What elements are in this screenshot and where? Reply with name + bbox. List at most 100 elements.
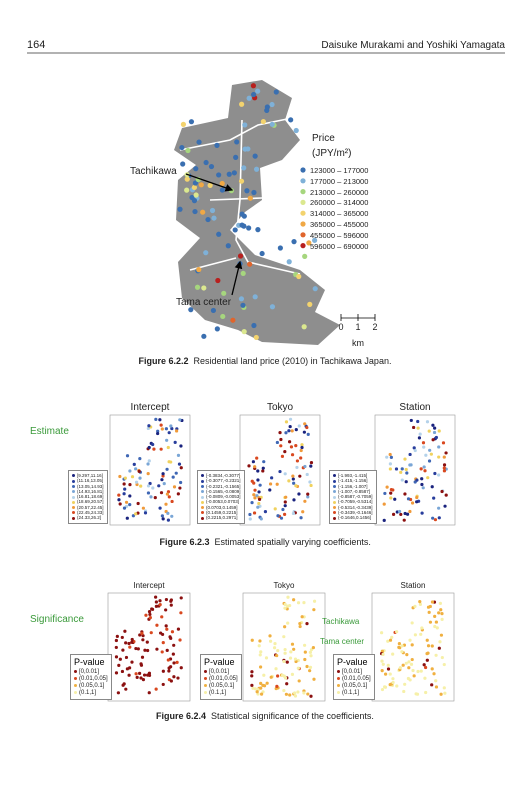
point [418, 432, 422, 436]
point [406, 676, 411, 681]
point [388, 683, 392, 687]
legend-label: (-0.0809,-0.0053] [206, 494, 241, 500]
legend: [9.297,11.16] (11.16,13.05] (13.05,14.93](… [68, 470, 108, 524]
point [305, 425, 309, 430]
point [127, 673, 131, 677]
point [418, 602, 423, 606]
point [168, 635, 172, 639]
point [422, 465, 426, 469]
point [253, 166, 260, 172]
point [278, 469, 282, 474]
point [164, 502, 168, 506]
point [443, 504, 447, 508]
point [215, 277, 221, 284]
point [259, 250, 265, 257]
point [420, 482, 424, 487]
row-label: Estimate [30, 426, 69, 437]
point [171, 652, 175, 656]
point [306, 492, 310, 496]
point [389, 491, 393, 495]
point [153, 496, 157, 500]
legend-item: (-0.0809,-0.0053] [201, 494, 241, 499]
legend-label: (22.45,24.33] [77, 510, 104, 516]
point [124, 655, 129, 660]
legend-label: (-0.0053,0.0703] [206, 499, 240, 505]
point [280, 673, 285, 677]
point [216, 172, 222, 178]
point [134, 467, 138, 471]
point [437, 455, 441, 459]
point [428, 448, 432, 452]
point [288, 424, 292, 429]
point [415, 500, 419, 504]
legend-label: [0,0.01] [79, 669, 100, 675]
point [172, 485, 177, 489]
point [230, 317, 236, 323]
point [434, 435, 438, 440]
point [159, 631, 163, 635]
point [297, 679, 301, 683]
legend-item: [-0.3834,-0.3077] [201, 473, 241, 478]
point [117, 493, 121, 497]
point [161, 682, 165, 687]
point [291, 477, 295, 481]
point [305, 664, 309, 669]
point [178, 486, 182, 490]
point [292, 481, 296, 485]
point [381, 662, 385, 666]
point [262, 673, 266, 677]
point [242, 146, 248, 152]
point [211, 215, 217, 221]
point [439, 692, 443, 696]
point [138, 456, 142, 461]
point [431, 423, 435, 427]
point [300, 232, 306, 238]
point [122, 492, 126, 496]
point [253, 687, 257, 691]
point [294, 444, 298, 448]
legend-item: (0.0703,0.1459] [201, 505, 241, 510]
point [136, 501, 140, 506]
point [117, 663, 121, 667]
point [425, 638, 429, 642]
point [128, 494, 132, 498]
point [173, 440, 177, 444]
point [269, 675, 273, 679]
point [277, 245, 283, 251]
point [410, 621, 414, 625]
point [131, 514, 135, 518]
point [312, 677, 316, 681]
point [403, 511, 407, 516]
point [292, 498, 296, 502]
point [270, 476, 274, 480]
point [149, 631, 153, 635]
point [139, 662, 143, 666]
point [393, 497, 397, 501]
legend-item: [9.297,11.16] [72, 473, 104, 478]
panel-title: Intercept [133, 581, 165, 590]
legend-label: (-1.156,-1.007] [338, 483, 368, 489]
point [286, 595, 290, 599]
point [257, 490, 261, 494]
point [269, 639, 273, 643]
point [196, 267, 202, 273]
point [303, 643, 307, 647]
point [275, 684, 279, 688]
point [312, 237, 318, 243]
point [391, 680, 395, 685]
legend-label: (0.2215,0.2971] [206, 515, 238, 521]
point [170, 499, 174, 504]
point [261, 469, 265, 473]
point [166, 511, 170, 515]
legend-item: (-0.7059,-0.5314] [333, 499, 373, 504]
legend-item: [0,0.01] [337, 669, 371, 676]
point [257, 497, 262, 501]
point [434, 653, 438, 657]
point [147, 610, 152, 614]
legend-label: (-0.7059,-0.5314] [338, 499, 373, 505]
legend-label: (0.05,0.1] [342, 683, 368, 689]
point [261, 466, 265, 470]
point [382, 502, 386, 506]
point [300, 243, 306, 249]
point [225, 243, 231, 249]
